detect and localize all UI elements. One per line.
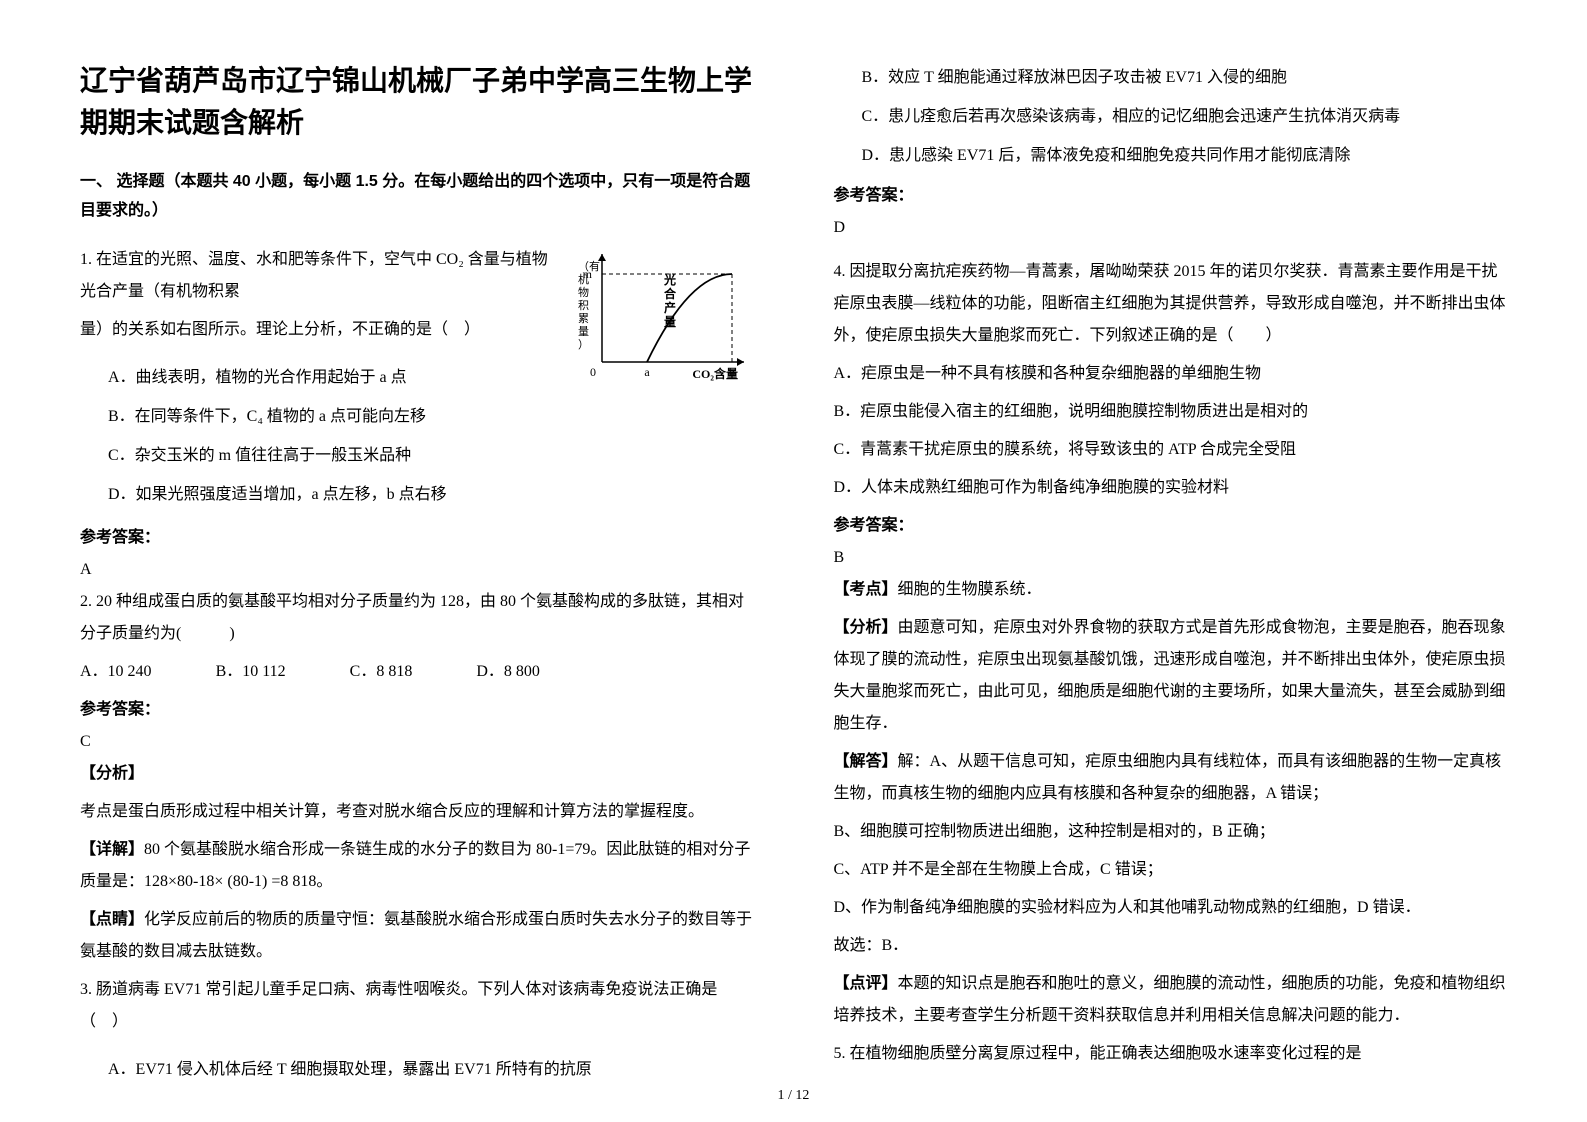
q1-option-d: D．如果光照强度适当增加，a 点左移，b 点右移 [80, 477, 754, 512]
q4-option-d: D．人体未成熟红细胞可作为制备纯净细胞膜的实验材料 [834, 472, 1508, 504]
q4-solve-c: C、ATP 并不是全部在生物膜上合成，C 错误； [834, 854, 1508, 886]
q4-review-label: 【点评】 [834, 975, 898, 992]
q2-detail-label: 【详解】 [80, 841, 144, 858]
q2-options: A．10 240 B．10 112 C．8 818 D．8 800 [80, 656, 754, 688]
svg-text:）: ） [578, 338, 589, 351]
q3-option-d: D．患儿感染 EV71 后，需体液免疫和细胞免疫共同作用才能彻底清除 [834, 138, 1508, 173]
q4-kd-label: 【考点】 [834, 581, 898, 598]
q4-stem: 4. 因提取分离抗疟疾药物—青蒿素，屠呦呦荣获 2015 年的诺贝尔奖获．青蒿素… [834, 256, 1508, 352]
q5-stem: 5. 在植物细胞质壁分离复原过程中，能正确表达细胞吸水速率变化过程的是 [834, 1038, 1508, 1070]
q4-analysis-text: 由题意可知，疟原虫对外界食物的获取方式是首先形成食物泡，主要是胞吞，胞吞现象体现… [834, 619, 1506, 732]
q4-option-b: B．疟原虫能侵入宿主的红细胞，说明细胞膜控制物质进出是相对的 [834, 396, 1508, 428]
q4-answer-value: B [834, 542, 1508, 574]
question-3-part1: 3. 肠道病毒 EV71 常引起儿童手足口病、病毒性咽喉炎。下列人体对该病毒免疫… [80, 974, 754, 1087]
left-column: 辽宁省葫芦岛市辽宁锦山机械厂子弟中学高三生物上学期期末试题含解析 一、 选择题（… [80, 60, 794, 1092]
svg-text:产: 产 [664, 300, 676, 315]
q2-tip: 【点睛】化学反应前后的物质的质量守恒：氨基酸脱水缩合形成蛋白质时失去水分子的数目… [80, 904, 754, 968]
svg-text:量: 量 [578, 325, 589, 338]
svg-text:物: 物 [578, 285, 589, 299]
q2-option-b: B．10 112 [216, 656, 286, 688]
q2-option-c: C．8 818 [350, 656, 413, 688]
q3-option-b: B．效应 T 细胞能通过释放淋巴因子攻击被 EV71 入侵的细胞 [834, 60, 1508, 95]
svg-text:量: 量 [664, 315, 676, 329]
q2-detail-text: 80 个氨基酸脱水缩合形成一条链生成的水分子的数目为 80-1=79。因此肽链的… [80, 841, 750, 890]
q2-detail: 【详解】80 个氨基酸脱水缩合形成一条链生成的水分子的数目为 80-1=79。因… [80, 834, 754, 898]
svg-text:0: 0 [590, 365, 596, 379]
section-1-header: 一、 选择题（本题共 40 小题，每小题 1.5 分。在每小题给出的四个选项中，… [80, 168, 754, 226]
svg-text:光: 光 [663, 272, 676, 287]
q4-solve-label: 【解答】 [834, 753, 898, 770]
q2-answer-value: C [80, 726, 754, 758]
q4-analysis-label: 【分析】 [834, 619, 898, 636]
question-1: abm0CO₂含量（有机物积累量）光合产量 1. 在适宜的光照、温度、水和肥等条… [80, 244, 754, 587]
q2-analysis-label: 【分析】 [80, 765, 144, 782]
q1-option-c: C．杂交玉米的 m 值往往高于一般玉米品种 [80, 438, 754, 473]
q4-option-c: C．青蒿素干扰疟原虫的膜系统，将导致该虫的 ATP 合成完全受阻 [834, 434, 1508, 466]
right-column: B．效应 T 细胞能通过释放淋巴因子攻击被 EV71 入侵的细胞 C．患儿痊愈后… [794, 60, 1508, 1092]
q3-option-c: C．患儿痊愈后若再次感染该病毒，相应的记忆细胞会迅速产生抗体消灭病毒 [834, 99, 1508, 134]
q1-option-b: B．在同等条件下，C₄ 植物的 a 点可能向左移 [80, 399, 754, 434]
q3-answer-label: 参考答案： [834, 180, 1508, 212]
page-number: 1 / 12 [0, 1088, 1587, 1104]
svg-text:积: 积 [578, 299, 589, 312]
document-title: 辽宁省葫芦岛市辽宁锦山机械厂子弟中学高三生物上学期期末试题含解析 [80, 60, 754, 144]
question-3-part2: B．效应 T 细胞能通过释放淋巴因子攻击被 EV71 入侵的细胞 C．患儿痊愈后… [834, 60, 1508, 244]
q3-option-a: A．EV71 侵入机体后经 T 细胞摄取处理，暴露出 EV71 所特有的抗原 [80, 1052, 754, 1087]
page-root: 辽宁省葫芦岛市辽宁锦山机械厂子弟中学高三生物上学期期末试题含解析 一、 选择题（… [0, 0, 1587, 1122]
q4-solve-d: D、作为制备纯净细胞膜的实验材料应为人和其他哺乳动物成熟的红细胞，D 错误． [834, 892, 1508, 924]
question-4: 4. 因提取分离抗疟疾药物—青蒿素，屠呦呦荣获 2015 年的诺贝尔奖获．青蒿素… [834, 256, 1508, 1032]
q3-answer-value: D [834, 212, 1508, 244]
q4-kd: 【考点】细胞的生物膜系统． [834, 574, 1508, 606]
q4-solve-b: B、细胞膜可控制物质进出细胞，这种控制是相对的，B 正确； [834, 816, 1508, 848]
q4-review: 【点评】本题的知识点是胞吞和胞吐的意义，细胞膜的流动性，细胞质的功能，免疫和植物… [834, 968, 1508, 1032]
svg-text:CO₂含量: CO₂含量 [692, 366, 738, 381]
q4-solve-a: 【解答】解：A、从题干信息可知，疟原虫细胞内具有线粒体，而具有该细胞器的生物一定… [834, 746, 1508, 810]
svg-text:a: a [644, 365, 650, 379]
q1-chart: abm0CO₂含量（有机物积累量）光合产量 [574, 244, 754, 389]
q2-tip-text: 化学反应前后的物质的质量守恒：氨基酸脱水缩合形成蛋白质时失去水分子的数目等于氨基… [80, 911, 752, 960]
question-2: 2. 20 种组成蛋白质的氨基酸平均相对分子质量约为 128，由 80 个氨基酸… [80, 586, 754, 968]
q4-option-a: A．疟原虫是一种不具有核膜和各种复杂细胞器的单细胞生物 [834, 358, 1508, 390]
q4-solve-a-text: 解：A、从题干信息可知，疟原虫细胞内具有线粒体，而具有该细胞器的生物一定真核生物… [834, 753, 1502, 802]
q2-analysis-text: 考点是蛋白质形成过程中相关计算，考查对脱水缩合反应的理解和计算方法的掌握程度。 [80, 796, 754, 828]
q1-chart-svg: abm0CO₂含量（有机物积累量）光合产量 [574, 244, 754, 384]
q2-answer-label: 参考答案： [80, 694, 754, 726]
q1-answer-label: 参考答案： [80, 522, 754, 554]
svg-text:机: 机 [578, 272, 589, 286]
q2-stem: 2. 20 种组成蛋白质的氨基酸平均相对分子质量约为 128，由 80 个氨基酸… [80, 586, 754, 650]
q4-kd-text: 细胞的生物膜系统． [898, 581, 1042, 598]
q4-review-text: 本题的知识点是胞吞和胞吐的意义，细胞膜的流动性，细胞质的功能，免疫和植物组织培养… [834, 975, 1506, 1024]
q3-stem: 3. 肠道病毒 EV71 常引起儿童手足口病、病毒性咽喉炎。下列人体对该病毒免疫… [80, 974, 754, 1038]
q4-conclude: 故选：B． [834, 930, 1508, 962]
q4-analysis: 【分析】由题意可知，疟原虫对外界食物的获取方式是首先形成食物泡，主要是胞吞，胞吞… [834, 612, 1508, 740]
q2-option-d: D．8 800 [476, 656, 540, 688]
svg-text:合: 合 [664, 286, 677, 301]
q1-answer-value: A [80, 554, 754, 586]
svg-text:累: 累 [578, 312, 589, 325]
q2-tip-label: 【点睛】 [80, 911, 144, 928]
svg-text:（有: （有 [578, 259, 600, 273]
question-5: 5. 在植物细胞质壁分离复原过程中，能正确表达细胞吸水速率变化过程的是 [834, 1038, 1508, 1070]
q2-option-a: A．10 240 [80, 656, 152, 688]
q4-answer-label: 参考答案： [834, 510, 1508, 542]
